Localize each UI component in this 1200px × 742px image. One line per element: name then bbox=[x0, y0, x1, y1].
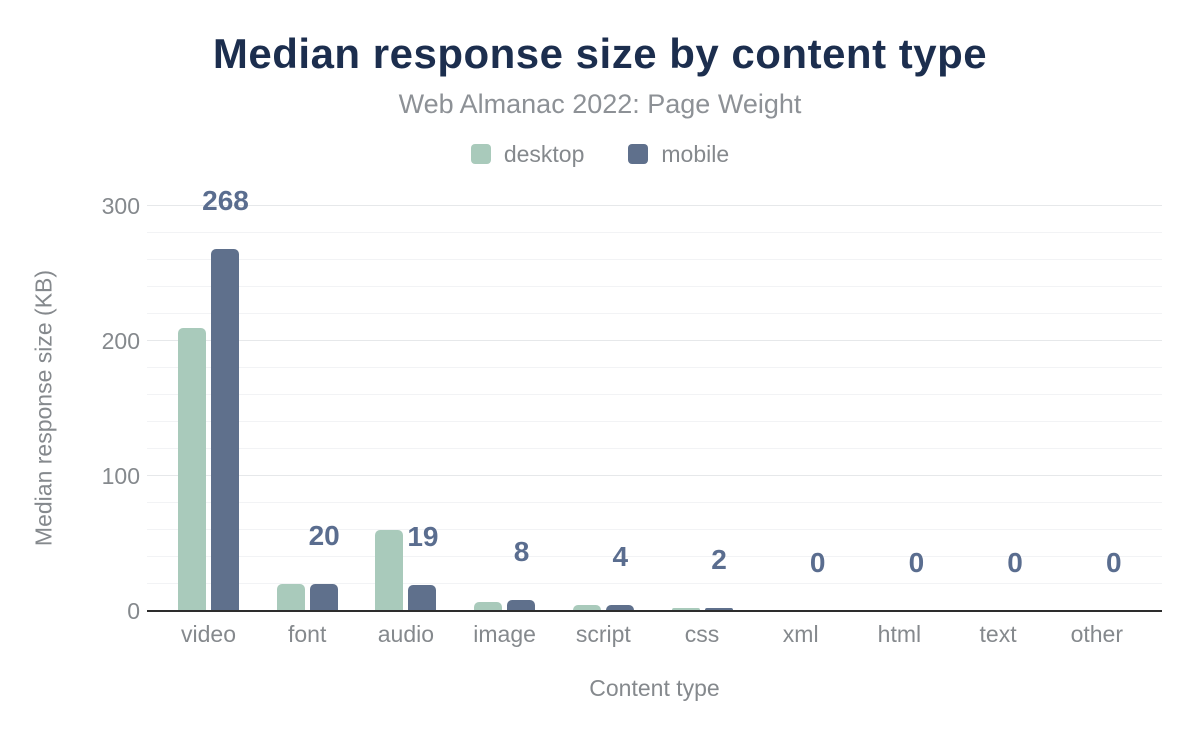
y-tick-label-0: 0 bbox=[127, 597, 140, 624]
minor-gridline-160 bbox=[147, 394, 1162, 395]
minor-gridline-280 bbox=[147, 232, 1162, 233]
major-gridline-300 bbox=[147, 205, 1162, 206]
legend: desktop mobile bbox=[0, 141, 1200, 167]
value-label-script: 4 bbox=[612, 541, 629, 573]
major-gridline-200 bbox=[147, 340, 1162, 341]
legend-swatch-mobile-icon bbox=[628, 144, 649, 164]
x-axis-title: Content type bbox=[589, 675, 720, 701]
value-label-css: 2 bbox=[711, 543, 727, 575]
legend-item-desktop[interactable]: desktop bbox=[470, 140, 585, 168]
x-tick-label-font: font bbox=[288, 621, 327, 647]
value-label-audio: 19 bbox=[407, 520, 439, 552]
bar-mobile-script[interactable] bbox=[605, 605, 634, 611]
x-axis-line bbox=[147, 609, 1162, 612]
minor-gridline-60 bbox=[147, 529, 1162, 530]
x-tick-label-audio: audio bbox=[377, 621, 435, 647]
bar-mobile-css[interactable] bbox=[704, 607, 733, 611]
bar-mobile-video[interactable] bbox=[211, 248, 239, 611]
x-tick-label-html: html bbox=[877, 621, 922, 647]
minor-gridline-140 bbox=[147, 421, 1162, 422]
bar-mobile-image[interactable] bbox=[507, 599, 536, 611]
minor-gridline-260 bbox=[147, 259, 1162, 260]
chart-subtitle: Web Almanac 2022: Page Weight bbox=[398, 89, 802, 119]
minor-gridline-80 bbox=[147, 502, 1162, 503]
value-label-video: 268 bbox=[202, 184, 249, 216]
bar-desktop-script[interactable] bbox=[572, 605, 601, 611]
legend-label-mobile: mobile bbox=[661, 140, 730, 167]
bar-desktop-video[interactable] bbox=[178, 328, 206, 611]
chart-title: Median response size by content type bbox=[212, 30, 988, 77]
x-tick-label-video: video bbox=[181, 621, 236, 647]
legend-item-mobile[interactable]: mobile bbox=[628, 141, 729, 168]
x-tick-label-xml: xml bbox=[782, 621, 819, 647]
x-tick-label-image: image bbox=[473, 621, 536, 647]
minor-gridline-40 bbox=[147, 556, 1162, 557]
value-label-xml: 0 bbox=[809, 546, 826, 578]
minor-gridline-240 bbox=[147, 286, 1162, 287]
y-tick-label-300: 300 bbox=[101, 192, 140, 219]
minor-gridline-220 bbox=[147, 313, 1162, 314]
bar-desktop-css[interactable] bbox=[671, 607, 700, 611]
bar-desktop-font[interactable] bbox=[276, 583, 305, 611]
y-tick-label-100: 100 bbox=[101, 462, 140, 489]
y-tick-label-200: 200 bbox=[101, 327, 140, 354]
value-label-font: 20 bbox=[308, 519, 340, 551]
bar-desktop-audio[interactable] bbox=[375, 529, 404, 611]
minor-gridline-120 bbox=[147, 448, 1162, 449]
value-label-image: 8 bbox=[513, 535, 530, 567]
x-tick-label-css: css bbox=[684, 621, 720, 647]
bar-desktop-image[interactable] bbox=[474, 602, 503, 611]
value-label-html: 0 bbox=[908, 546, 925, 578]
value-label-text: 0 bbox=[1007, 546, 1023, 578]
x-tick-label-text: text bbox=[979, 621, 1017, 647]
value-label-other: 0 bbox=[1106, 546, 1122, 578]
bar-mobile-font[interactable] bbox=[309, 583, 338, 611]
minor-gridline-20 bbox=[147, 583, 1162, 584]
legend-swatch-desktop-icon bbox=[470, 144, 491, 164]
bar-mobile-audio[interactable] bbox=[408, 584, 437, 611]
major-gridline-100 bbox=[147, 475, 1162, 476]
x-tick-label-other: other bbox=[1070, 621, 1124, 647]
minor-gridline-180 bbox=[147, 367, 1162, 368]
x-tick-label-script: script bbox=[575, 621, 631, 647]
legend-label-desktop: desktop bbox=[503, 140, 585, 167]
